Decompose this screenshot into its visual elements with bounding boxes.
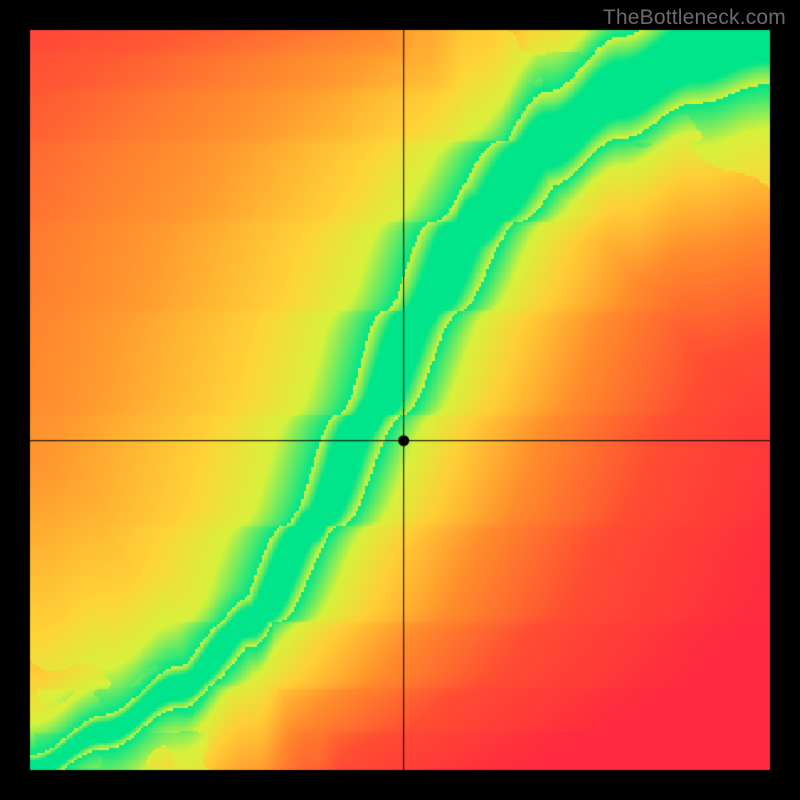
watermark-text: TheBottleneck.com bbox=[603, 6, 786, 30]
chart-root: TheBottleneck.com bbox=[0, 0, 800, 800]
heatmap-canvas bbox=[0, 0, 800, 800]
